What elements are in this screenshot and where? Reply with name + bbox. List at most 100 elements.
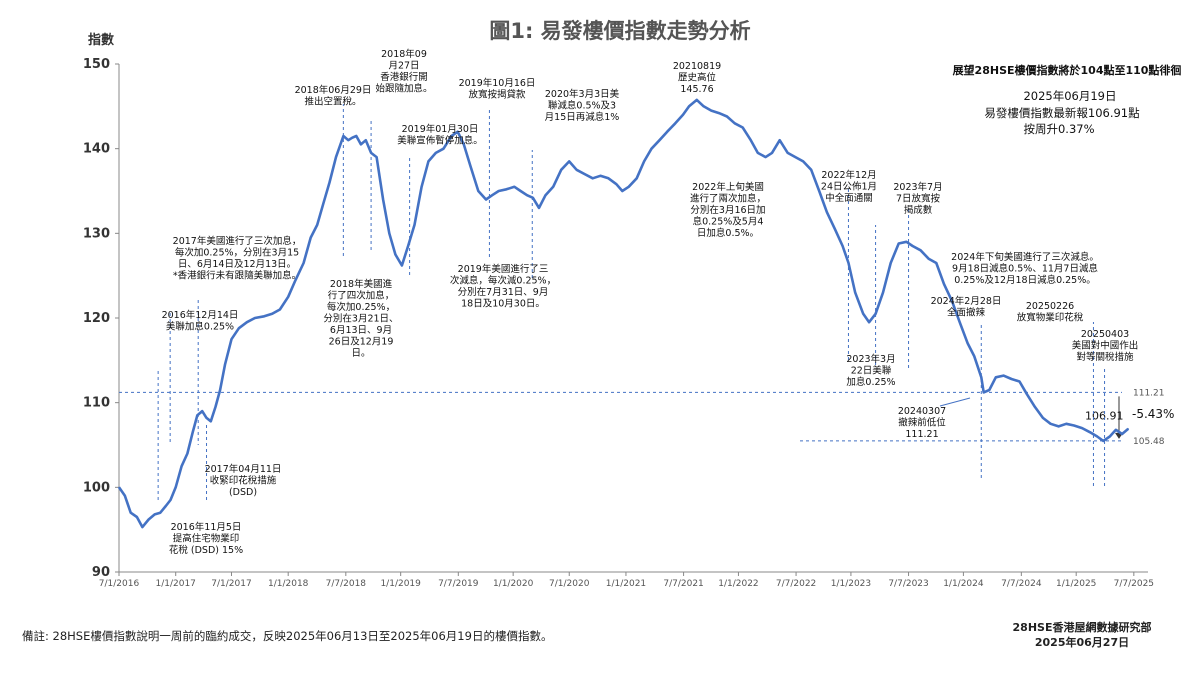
annotation-a-2024-rates: 2024年下旬美國進行了三次減息。	[951, 251, 1099, 263]
x-tick-label: 7/1/2016	[99, 579, 140, 589]
annotation-a-peak: 145.76	[680, 84, 713, 95]
annotation-a-2019-10: 放寬按揭貸款	[468, 89, 526, 101]
annotation-a-2017-04: (DSD)	[229, 487, 257, 498]
x-tick-label: 7/1/2017	[211, 579, 251, 589]
data-point	[584, 173, 586, 175]
series-group	[117, 98, 1130, 529]
data-point	[413, 224, 416, 226]
data-point	[951, 300, 953, 302]
source-line-1: 28HSE香港屋網數據研究部	[1013, 620, 1152, 634]
data-point	[230, 338, 233, 340]
x-tick-label: 7/7/2022	[776, 579, 816, 589]
data-point	[310, 237, 312, 239]
data-point	[988, 389, 990, 391]
data-point	[181, 465, 183, 467]
annotation-a-2016-11: 2016年11月5日	[171, 521, 242, 533]
data-point	[650, 148, 653, 150]
data-point	[532, 197, 534, 199]
data-point	[592, 177, 594, 179]
data-point	[983, 391, 985, 393]
data-point	[513, 186, 516, 188]
data-point	[1096, 435, 1098, 438]
source-line-2: 2025年06月27日	[1035, 635, 1129, 649]
data-point	[576, 169, 578, 171]
data-point	[682, 114, 684, 116]
data-point	[328, 181, 331, 184]
data-point	[643, 160, 645, 162]
y-tick-label: 90	[92, 565, 110, 580]
data-point	[1102, 440, 1104, 442]
annotation-a-2017-rates: 2017年美國進行了三次加息，	[173, 235, 302, 247]
annotation-a-2019-01: 美聯宣佈暫停加息。	[397, 135, 483, 147]
data-point	[1002, 375, 1005, 377]
y-tick-label: 140	[83, 142, 110, 157]
data-point	[1065, 423, 1067, 425]
latest-value-label: 106.91	[1085, 410, 1124, 423]
data-point	[246, 321, 248, 323]
data-point	[210, 420, 212, 422]
annotation-a-2016-11: 花稅 (DSD) 15%	[169, 544, 243, 556]
data-point	[520, 190, 522, 192]
data-point	[842, 245, 844, 247]
annotation-a-2018-09: 月27日	[388, 61, 419, 72]
data-point	[794, 156, 797, 158]
annotation-a-2018-09: 始跟隨加息。	[375, 83, 432, 95]
annotation-a-2018-06: 2018年06月29日	[295, 84, 372, 96]
data-point	[342, 135, 344, 137]
annotation-a-2022-rates: 息0.25%及5月4	[693, 216, 764, 228]
annotation-a-2019-rates: 分別在7月31日、9月	[458, 286, 549, 298]
data-point	[498, 190, 500, 192]
data-point	[335, 156, 337, 158]
data-point	[1121, 433, 1123, 435]
annotation-a-2024-rates: 0.25%及12月18日減息0.25%。	[954, 274, 1096, 286]
annotation-a-2025-04: 對等關稅措施	[1076, 351, 1134, 363]
annotation-a-2022-rates: 分別在3月16日加	[690, 204, 765, 216]
x-tick-label: 7/7/2019	[438, 579, 479, 589]
annotation-a-2017-04: 2017年04月11日	[205, 463, 282, 475]
data-point	[407, 245, 409, 247]
data-point	[544, 194, 547, 196]
data-point	[1127, 428, 1129, 430]
data-point	[130, 512, 132, 514]
x-tick-label: 1/1/2023	[831, 579, 871, 589]
annotation-a-2022-rates: 日加息0.5%。	[697, 227, 759, 239]
data-point	[165, 505, 167, 507]
latest-change: 按周升0.37%	[1023, 122, 1094, 136]
data-point	[920, 249, 922, 251]
data-point	[750, 139, 752, 141]
data-point	[427, 160, 429, 162]
data-point	[1010, 378, 1013, 380]
annotation-a-2018-09: 香港銀行開	[380, 71, 428, 83]
annotation-a-2023-03: 2023年3月	[846, 353, 895, 365]
annotation-a-2025-02: 20250226	[1026, 301, 1074, 312]
data-point	[118, 486, 120, 488]
annotation-a-2025-04: 20250403	[1081, 329, 1129, 340]
annotation-a-2019-10: 2019年10月16日	[459, 77, 536, 89]
data-point	[316, 224, 318, 226]
data-point	[526, 194, 528, 196]
data-point	[219, 389, 221, 391]
data-point	[196, 414, 198, 416]
data-point	[628, 186, 630, 188]
data-point	[568, 160, 570, 162]
data-point	[787, 152, 789, 154]
data-point	[205, 417, 208, 419]
annotation-a-2020-03: 月15日再減息1%	[545, 111, 620, 123]
data-point	[538, 207, 540, 209]
data-point	[995, 376, 997, 378]
y-tick-label: 150	[83, 57, 110, 72]
data-point	[287, 296, 289, 298]
y-axis-label: 指數	[88, 32, 114, 48]
annotation-a-2020-03: 2020年3月3日美	[545, 88, 620, 100]
annotation-a-peak: 20210819	[673, 61, 721, 72]
reference-label-105: 105.48	[1133, 437, 1165, 447]
data-point	[376, 156, 378, 158]
data-point	[615, 183, 618, 185]
latest-date: 2025年06月19日	[1023, 89, 1116, 103]
event-markers	[157, 104, 1106, 500]
data-point	[875, 313, 877, 315]
annotation-a-2017-04: 收緊印花稅措施	[210, 475, 277, 487]
data-point	[890, 262, 892, 264]
data-point	[552, 186, 554, 188]
data-point	[810, 169, 812, 171]
